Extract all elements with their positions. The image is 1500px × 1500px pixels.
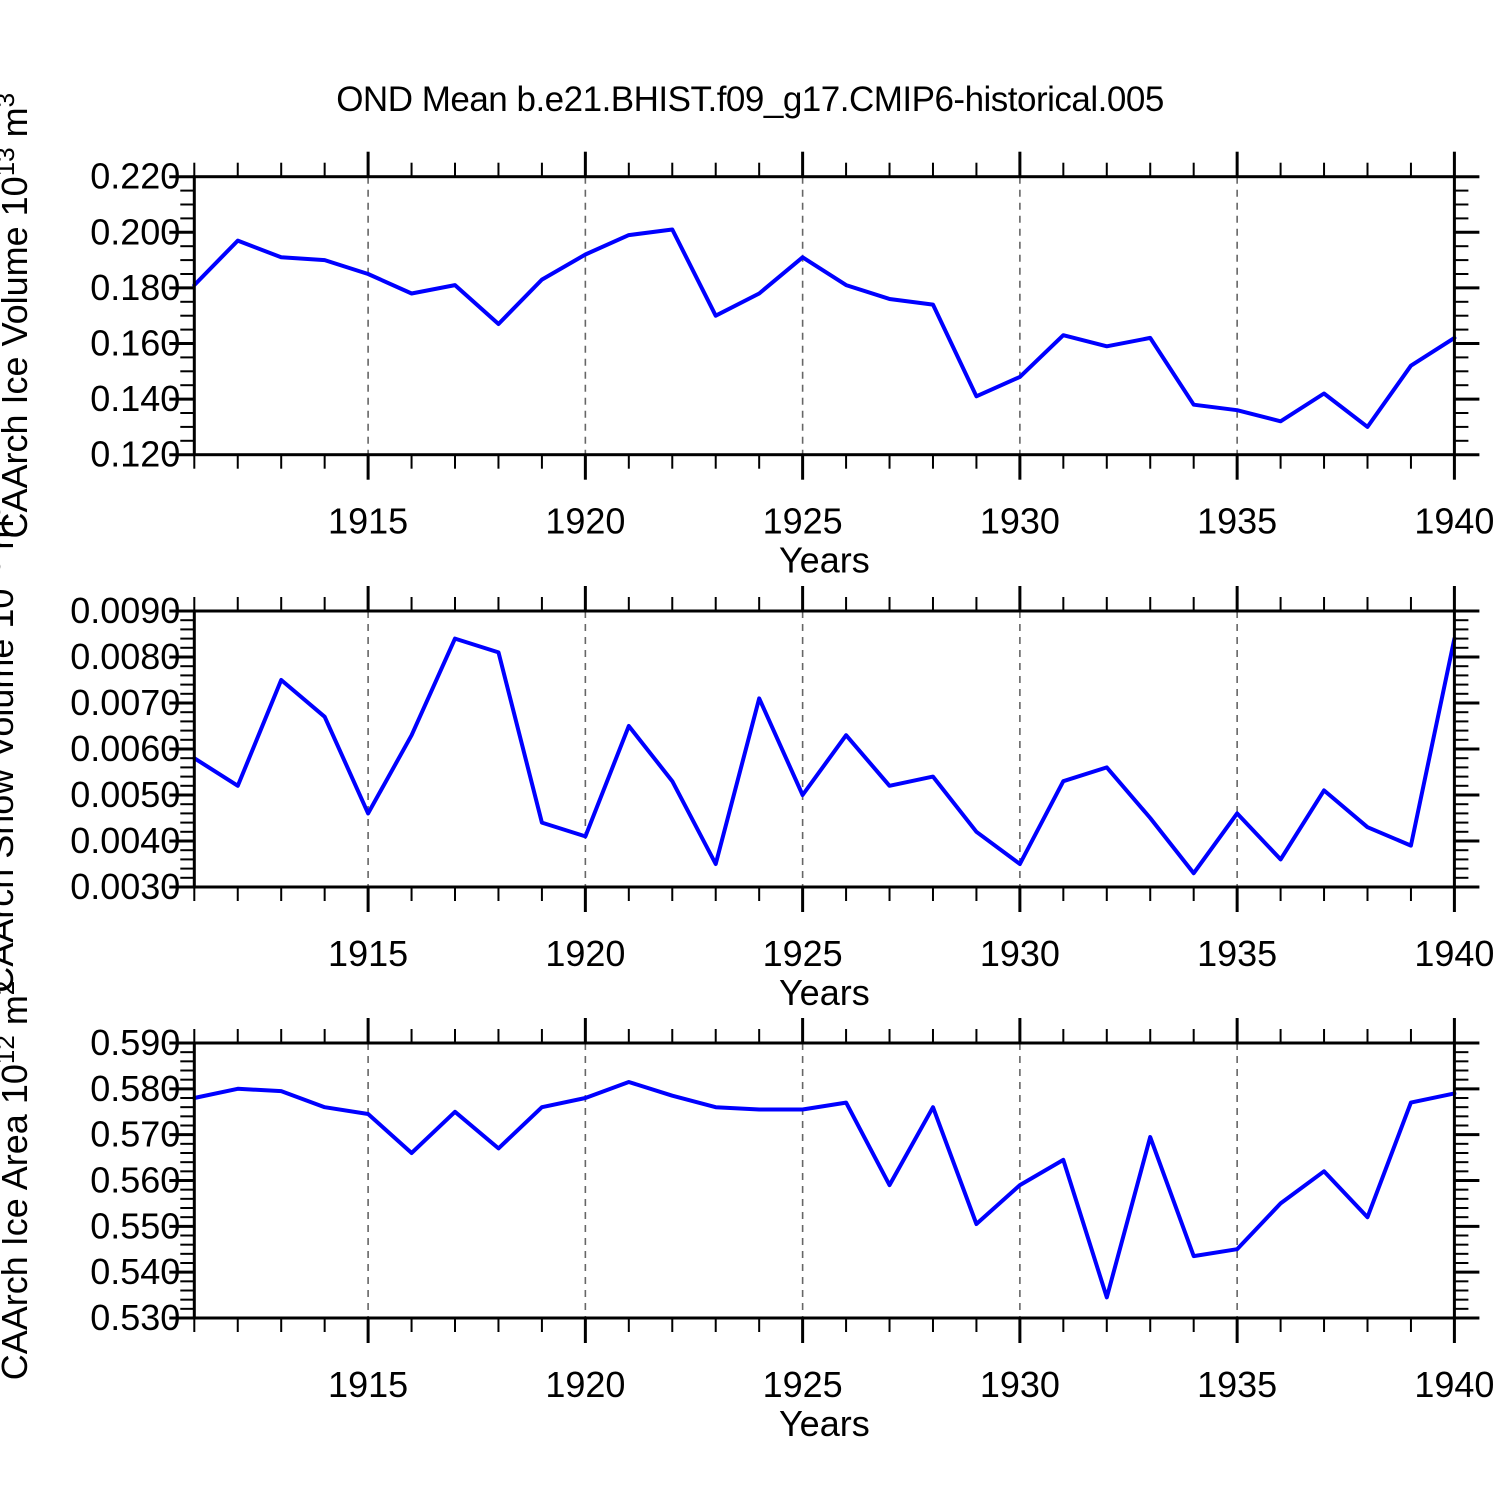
gridlines bbox=[367, 176, 1238, 455]
y-tick-label: 0.0060 bbox=[70, 728, 180, 769]
x-tick-label: 1935 bbox=[1197, 501, 1277, 542]
x-tick-label: 1925 bbox=[763, 933, 843, 974]
x-tick-label: 1915 bbox=[328, 1364, 408, 1405]
y-tick-label: 0.590 bbox=[90, 1022, 180, 1063]
y-tick-label: 0.0070 bbox=[70, 682, 180, 723]
y-tick-label: 0.220 bbox=[90, 156, 180, 197]
x-tick-label: 1940 bbox=[1414, 933, 1494, 974]
x-tick-labels: 1915 1920 1925 1930 1935 1940 bbox=[328, 933, 1494, 974]
x-tick-labels: 1915 1920 1925 1930 1935 1940 bbox=[328, 1364, 1494, 1405]
ticks bbox=[169, 1018, 1480, 1343]
y-tick-label: 0.0050 bbox=[70, 774, 180, 815]
y-axis-title: CAArch Ice Volume 1013 m3 bbox=[0, 93, 35, 539]
x-tick-label: 1935 bbox=[1197, 1364, 1277, 1405]
ticks bbox=[169, 586, 1480, 912]
y-tick-label: 0.0040 bbox=[70, 820, 180, 861]
gridlines bbox=[367, 611, 1238, 887]
x-axis-title: Years bbox=[779, 540, 870, 581]
x-tick-label: 1920 bbox=[545, 501, 625, 542]
x-axis-title: Years bbox=[779, 1403, 870, 1444]
x-axis-title: Years bbox=[779, 972, 870, 1013]
x-tick-label: 1925 bbox=[763, 501, 843, 542]
y-tick-label: 0.570 bbox=[90, 1114, 180, 1155]
y-tick-label: 0.580 bbox=[90, 1068, 180, 1109]
x-tick-label: 1925 bbox=[763, 1364, 843, 1405]
y-tick-label: 0.200 bbox=[90, 211, 180, 252]
x-tick-label: 1930 bbox=[980, 501, 1060, 542]
x-tick-label: 1915 bbox=[328, 501, 408, 542]
y-tick-label: 0.0030 bbox=[70, 866, 180, 907]
y-tick-label: 0.0080 bbox=[70, 636, 180, 677]
chart-title: OND Mean b.e21.BHIST.f09_g17.CMIP6-histo… bbox=[336, 80, 1164, 119]
x-tick-label: 1920 bbox=[545, 933, 625, 974]
x-tick-label: 1940 bbox=[1414, 1364, 1494, 1405]
y-axis-title: CAArch Ice Area 1012 m2 bbox=[0, 981, 35, 1381]
y-tick-labels: 0.0030 0.0040 0.0050 0.0060 0.0070 0.0080 0.00… bbox=[70, 590, 180, 907]
y-tick-label: 0.120 bbox=[90, 434, 180, 475]
x-tick-label: 1915 bbox=[328, 933, 408, 974]
y-axis-title: CAArch Snow Volume 1013 m3 bbox=[0, 505, 21, 993]
panel-border bbox=[192, 1041, 1456, 1320]
x-tick-label: 1920 bbox=[545, 1364, 625, 1405]
panel-caarch-snow-volume: 0.0030 0.0040 0.0050 0.0060 0.0070 0.0080 0.00… bbox=[0, 505, 1494, 1013]
x-tick-label: 1930 bbox=[980, 933, 1060, 974]
y-tick-label: 0.530 bbox=[90, 1297, 180, 1338]
ticks bbox=[169, 151, 1480, 480]
y-tick-label: 0.140 bbox=[90, 378, 180, 419]
x-tick-label: 1930 bbox=[980, 1364, 1060, 1405]
y-tick-label: 0.0090 bbox=[70, 590, 180, 631]
y-tick-label: 0.180 bbox=[90, 267, 180, 308]
y-tick-label: 0.540 bbox=[90, 1251, 180, 1292]
y-tick-label: 0.560 bbox=[90, 1160, 180, 1201]
x-tick-label: 1935 bbox=[1197, 933, 1277, 974]
y-tick-label: 0.160 bbox=[90, 323, 180, 364]
caarch-snow-volume-line bbox=[192, 636, 1457, 876]
caarch-ice-volume-line bbox=[192, 227, 1457, 429]
panel-border bbox=[192, 175, 1456, 457]
y-tick-label: 0.550 bbox=[90, 1205, 180, 1246]
gridlines bbox=[367, 1043, 1238, 1318]
y-tick-labels: 0.120 0.140 0.160 0.180 0.200 0.220 bbox=[90, 156, 180, 475]
x-tick-labels: 1915 1920 1925 1930 1935 1940 bbox=[328, 501, 1494, 542]
x-tick-label: 1940 bbox=[1414, 501, 1494, 542]
caarch-ice-area-line bbox=[192, 1080, 1457, 1300]
